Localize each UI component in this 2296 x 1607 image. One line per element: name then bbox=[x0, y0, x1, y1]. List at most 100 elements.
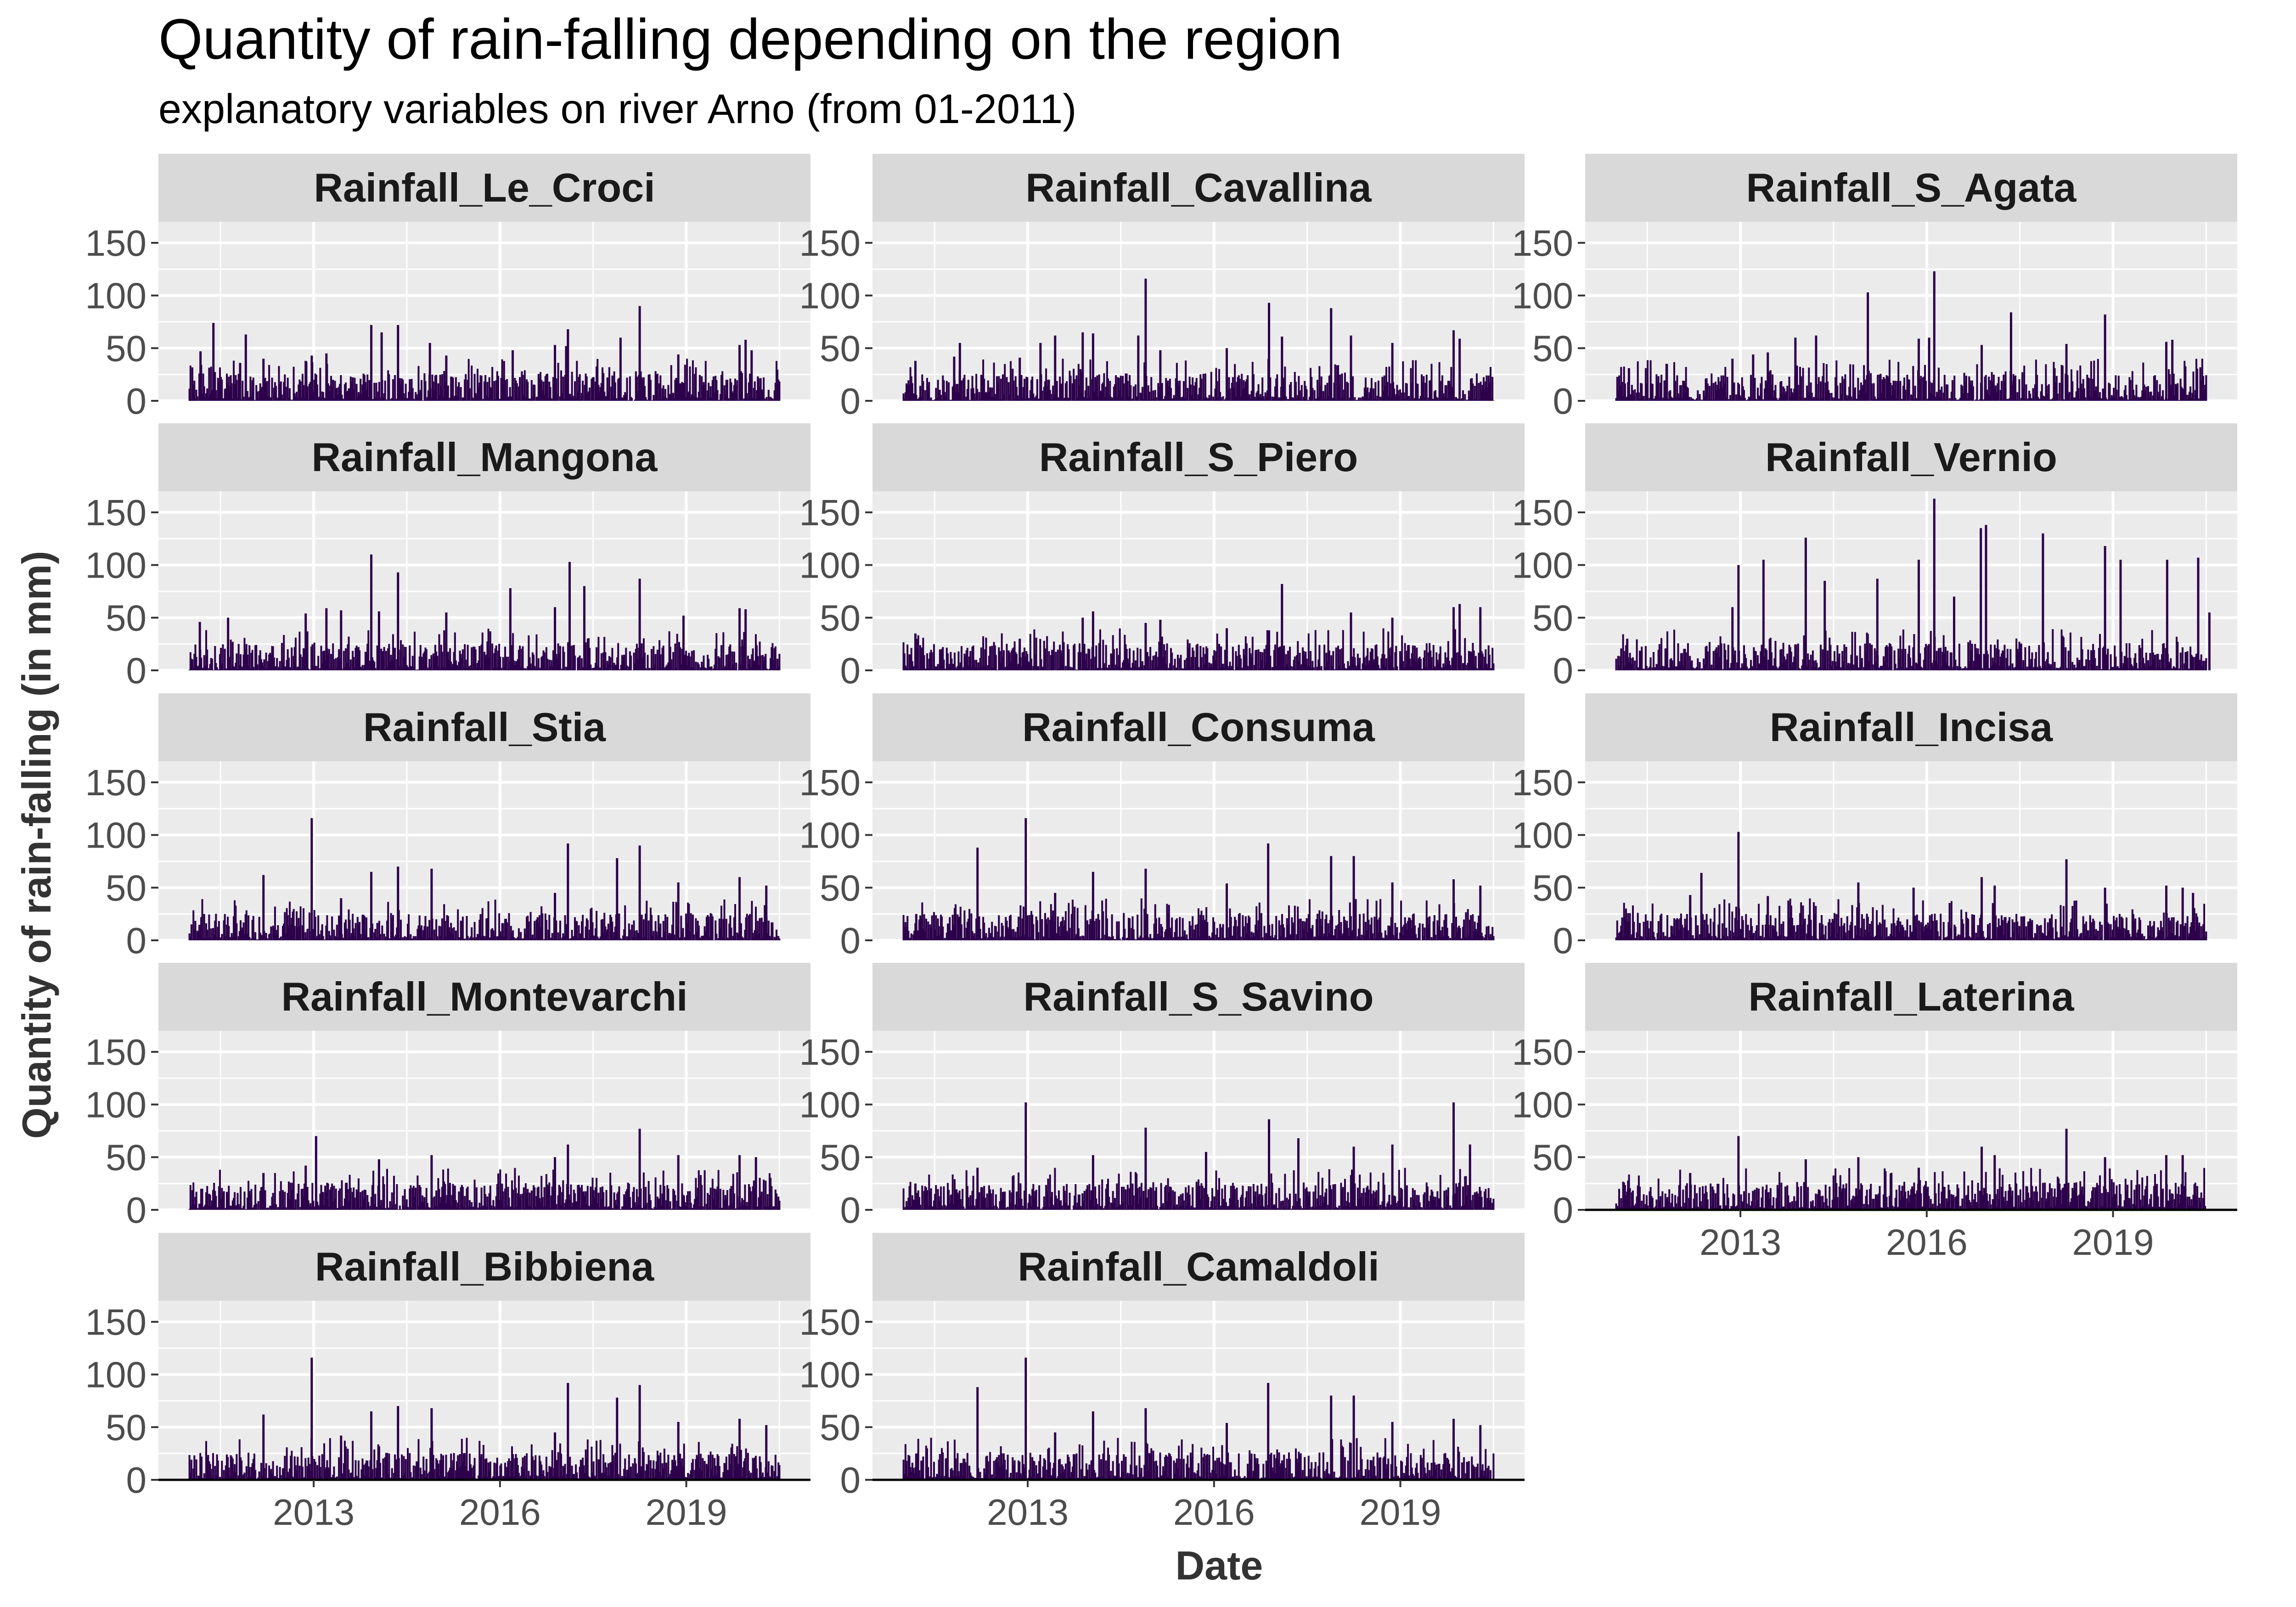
y-tick-label: 100 bbox=[1512, 545, 1573, 586]
chart-subtitle: explanatory variables on river Arno (fro… bbox=[158, 86, 1076, 132]
rainfall-daily-bars bbox=[1615, 898, 2207, 940]
x-tick-label: 2013 bbox=[1699, 1222, 1781, 1263]
y-tick-label: 100 bbox=[1512, 815, 1573, 856]
y-tick-label: 100 bbox=[1512, 1084, 1573, 1125]
facet-strip-label: Rainfall_Mangona bbox=[312, 434, 658, 480]
facet-panel: Rainfall_S_Piero 0 50 100 150 bbox=[799, 423, 1525, 691]
y-tick-label: 50 bbox=[1532, 867, 1573, 908]
facet-panel: Rainfall_S_Savino 0 50 100 150 bbox=[799, 963, 1525, 1231]
facet-strip bbox=[872, 154, 1525, 222]
y-tick-label: 150 bbox=[1512, 492, 1573, 533]
y-tick-label: 150 bbox=[799, 223, 861, 264]
y-tick-label: 0 bbox=[1553, 650, 1574, 691]
panel-background bbox=[1585, 761, 2237, 940]
rainfall-daily-bars bbox=[188, 899, 781, 940]
x-tick-label: 2016 bbox=[1173, 1492, 1255, 1533]
facet-panel: Rainfall_Bibbiena 0 50 100 150 2013 2016 2019 bbox=[85, 1233, 810, 1533]
rainfall-daily-bars bbox=[902, 898, 1495, 940]
y-tick-label: 0 bbox=[840, 920, 861, 961]
y-tick-label: 50 bbox=[820, 1137, 861, 1178]
y-tick-label: 0 bbox=[126, 1190, 147, 1231]
chart-title: Quantity of rain-falling depending on th… bbox=[158, 8, 1342, 71]
y-tick-label: 0 bbox=[1553, 1190, 1574, 1231]
facet-strip-label: Rainfall_Bibbiena bbox=[315, 1244, 654, 1289]
y-tick-label: 150 bbox=[1512, 762, 1573, 803]
y-tick-label: 0 bbox=[126, 1460, 147, 1500]
y-tick-label: 100 bbox=[85, 1084, 146, 1125]
y-tick-label: 0 bbox=[126, 650, 147, 691]
y-tick-label: 0 bbox=[840, 381, 861, 421]
panel-background bbox=[158, 491, 810, 670]
y-tick-label: 150 bbox=[799, 492, 861, 533]
y-tick-label: 50 bbox=[1532, 1137, 1573, 1178]
panel-background bbox=[158, 1031, 810, 1210]
y-tick-label: 0 bbox=[126, 920, 147, 961]
facet-strip bbox=[872, 963, 1525, 1031]
y-tick-label: 100 bbox=[799, 815, 861, 856]
rainfall-daily-bars bbox=[1615, 359, 2207, 401]
x-tick-label: 2016 bbox=[1886, 1222, 1968, 1263]
y-tick-label: 0 bbox=[840, 1460, 861, 1500]
facet-strip-label: Rainfall_Stia bbox=[363, 704, 606, 750]
y-tick-label: 150 bbox=[799, 1302, 861, 1343]
y-tick-label: 100 bbox=[85, 545, 146, 586]
facet-panel: Rainfall_Consuma 0 50 100 150 bbox=[799, 693, 1525, 961]
facet-strip bbox=[1585, 154, 2237, 222]
facet-panel: Rainfall_Stia 0 50 100 150 bbox=[85, 693, 810, 961]
facet-strip bbox=[158, 154, 810, 222]
y-tick-label: 150 bbox=[85, 223, 146, 264]
y-tick-label: 150 bbox=[1512, 1032, 1573, 1073]
y-axis-title: Quantity of rain-falling (in mm) bbox=[14, 551, 59, 1139]
facet-panels: Rainfall_Le_Croci050100150Rainfall_Caval… bbox=[85, 154, 2237, 1533]
facet-strip-label: Rainfall_Cavallina bbox=[1025, 165, 1372, 210]
y-tick-label: 0 bbox=[1553, 920, 1574, 961]
y-tick-label: 100 bbox=[799, 1354, 861, 1395]
rainfall-daily-bars bbox=[188, 359, 781, 401]
facet-panel: Rainfall_Le_Croci 0 50 100 150 bbox=[85, 154, 810, 421]
y-tick-label: 50 bbox=[820, 1407, 861, 1448]
facet-strip-label: Rainfall_Camaldoli bbox=[1018, 1244, 1379, 1289]
facet-strip-label: Rainfall_Laterina bbox=[1748, 974, 2074, 1019]
y-tick-label: 50 bbox=[1532, 328, 1573, 369]
y-tick-label: 150 bbox=[85, 1032, 146, 1073]
facet-panel: Rainfall_S_Agata 0 50 100 150 bbox=[1512, 154, 2237, 421]
y-tick-label: 100 bbox=[799, 545, 861, 586]
x-tick-label: 2019 bbox=[646, 1492, 727, 1533]
y-tick-label: 50 bbox=[106, 867, 146, 908]
facet-panel: Rainfall_Cavallina 0 50 100 150 bbox=[799, 154, 1525, 421]
y-tick-label: 100 bbox=[1512, 275, 1573, 316]
facet-strip-label: Rainfall_Incisa bbox=[1770, 704, 2053, 750]
panel-background bbox=[1585, 491, 2237, 670]
y-tick-label: 150 bbox=[85, 492, 146, 533]
panel-background bbox=[872, 491, 1525, 670]
y-tick-label: 50 bbox=[106, 597, 146, 638]
y-tick-label: 50 bbox=[1532, 597, 1573, 638]
x-tick-label: 2019 bbox=[1360, 1492, 1441, 1533]
facet-strip-label: Rainfall_Montevarchi bbox=[281, 974, 687, 1019]
y-tick-label: 0 bbox=[840, 650, 861, 691]
facet-strip bbox=[158, 963, 810, 1031]
facet-strip-label: Rainfall_S_Savino bbox=[1024, 974, 1374, 1019]
facet-panel: Rainfall_Incisa 0 50 100 150 bbox=[1512, 693, 2237, 961]
y-tick-label: 150 bbox=[1512, 223, 1573, 264]
facet-panel: Rainfall_Mangona 0 50 100 150 bbox=[85, 423, 810, 691]
y-tick-label: 50 bbox=[106, 1137, 146, 1178]
rainfall-daily-bars bbox=[188, 1438, 781, 1480]
y-tick-label: 150 bbox=[799, 762, 861, 803]
rainfall-daily-bars bbox=[902, 359, 1495, 401]
y-tick-label: 0 bbox=[1553, 381, 1574, 421]
x-tick-label: 2013 bbox=[273, 1492, 355, 1533]
facet-strip-label: Rainfall_S_Agata bbox=[1746, 165, 2077, 210]
y-tick-label: 100 bbox=[85, 275, 146, 316]
y-tick-label: 150 bbox=[799, 1032, 861, 1073]
x-tick-label: 2013 bbox=[987, 1492, 1069, 1533]
y-tick-label: 0 bbox=[126, 381, 147, 421]
y-tick-label: 50 bbox=[820, 597, 861, 638]
facet-strip bbox=[158, 423, 810, 491]
facet-strip bbox=[872, 1233, 1525, 1301]
y-tick-label: 100 bbox=[799, 1084, 861, 1125]
x-axis-title: Date bbox=[1176, 1543, 1263, 1588]
facet-strip bbox=[872, 423, 1525, 491]
facet-strip bbox=[1585, 693, 2237, 761]
